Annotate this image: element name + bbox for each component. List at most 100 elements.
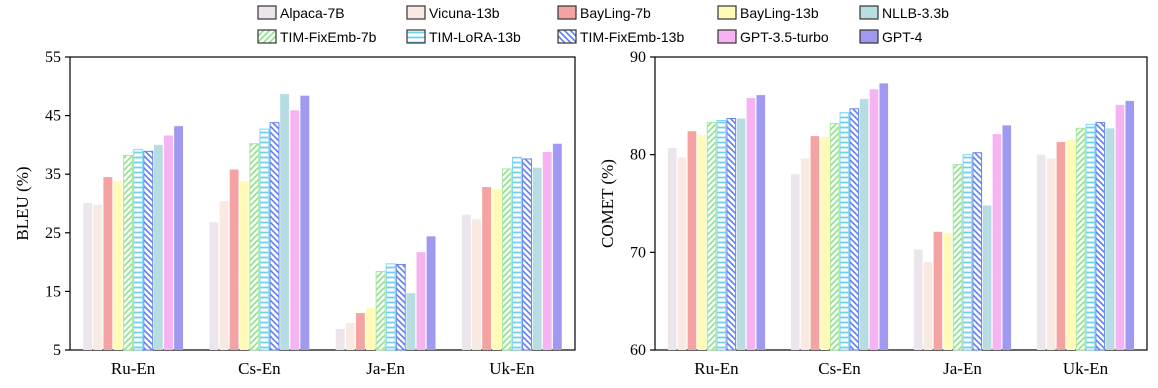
x-tick-label: Ru-En (694, 359, 739, 378)
x-tick-label: Ru-En (111, 359, 156, 378)
bleu-panel: 5 15 25 35 45 55 BLEU (%) Ru-En Cs-En Ja-En Uk-En (13, 49, 576, 378)
bar-tim-fixemb-13b-ja-en (972, 152, 983, 351)
legend-label-alpaca-7b: Alpaca-7B (280, 5, 345, 21)
bar-alpaca-7b-ru-en (667, 147, 677, 350)
bar-bayling-13b-uk-en (492, 189, 502, 350)
bar-gpt-4-cs-en (879, 83, 889, 351)
bar-vicuna-13b-cs-en (800, 158, 810, 350)
x-tick-label: Uk-En (489, 359, 535, 378)
bar-gpt-3-5-turbo-ja-en (416, 252, 426, 350)
bar-tim-fixemb-7b-cs-en (249, 143, 260, 351)
y-tick-label: 55 (45, 49, 61, 66)
y-tick-label: 60 (630, 342, 646, 359)
bar-alpaca-7b-uk-en (1036, 154, 1046, 350)
x-tick-label: Cs-En (818, 359, 861, 378)
x-tick-label: Ja-En (366, 359, 405, 378)
legend-swatch-bayling-13b (717, 5, 737, 20)
bar-gpt-3-5-turbo-ru-en (746, 98, 756, 351)
bar-vicuna-13b-cs-en (219, 201, 229, 350)
bar-nllb-3-3b-cs-en (280, 93, 290, 350)
bar-tim-fixemb-13b-ja-en (395, 263, 406, 351)
bar-nllb-3-3b-ja-en (406, 293, 416, 350)
legend-label-gpt-4: GPT-4 (882, 29, 923, 45)
y-tick-label: 15 (45, 283, 61, 300)
bar-tim-fixemb-13b-uk-en (1095, 121, 1106, 351)
y-axis-label: BLEU (%) (13, 166, 32, 240)
bar-tim-fixemb-7b-ru-en (706, 121, 717, 351)
legend-swatch-tim-fixemb-7b (257, 29, 277, 44)
bar-tim-fixemb-7b-ja-en (375, 270, 386, 351)
y-tick-label: 80 (630, 147, 646, 164)
bar-alpaca-7b-ja-en (335, 328, 345, 350)
bar-tim-lora-13b-cs-en (259, 128, 270, 351)
bar-tim-lora-13b-ru-en (133, 149, 144, 351)
bar-gpt-4-uk-en (1125, 100, 1135, 350)
bar-vicuna-13b-ja-en (923, 262, 933, 350)
bar-bayling-13b-cs-en (820, 137, 830, 350)
bar-tim-lora-13b-uk-en (511, 156, 522, 351)
bar-vicuna-13b-ja-en (345, 323, 355, 350)
bar-tim-fixemb-13b-uk-en (522, 158, 532, 351)
bar-tim-lora-13b-uk-en (1085, 123, 1096, 351)
legend-label-bayling-7b: BayLing-7b (580, 5, 651, 21)
legend-swatch-gpt-3-5-turbo (717, 29, 737, 44)
bar-bayling-7b-cs-en (810, 136, 820, 350)
y-tick-label: 70 (630, 244, 646, 261)
bar-gpt-3-5-turbo-uk-en (542, 151, 552, 350)
x-tick-label: Uk-En (1063, 359, 1109, 378)
bar-bayling-13b-ru-en (113, 181, 123, 350)
bar-tim-fixemb-7b-ja-en (952, 163, 963, 351)
legend-swatch-alpaca-7b (257, 5, 277, 20)
bar-bayling-13b-ja-en (366, 307, 375, 350)
legend-label-nllb-3-3b: NLLB-3.3b (882, 5, 949, 21)
legend-swatch-bayling-7b (557, 5, 577, 20)
legend-swatch-gpt-4 (859, 29, 879, 44)
bar-gpt-4-ru-en (174, 126, 184, 350)
bar-alpaca-7b-cs-en (209, 222, 219, 350)
bar-nllb-3-3b-cs-en (859, 98, 869, 350)
bar-bayling-13b-uk-en (1066, 140, 1076, 350)
bar-alpaca-7b-ja-en (913, 249, 923, 350)
legend-label-tim-fixemb-7b: TIM-FixEmb-7b (280, 29, 377, 45)
legend-label-vicuna-13b: Vicuna-13b (429, 5, 500, 21)
x-tick-label: Ja-En (943, 359, 982, 378)
legend-label-tim-fixemb-13b: TIM-FixEmb-13b (580, 29, 684, 45)
bar-tim-fixemb-13b-cs-en (849, 108, 860, 351)
bar-bayling-7b-cs-en (229, 169, 239, 350)
bar-tim-lora-13b-ja-en (962, 154, 973, 351)
bar-bayling-13b-cs-en (239, 181, 249, 350)
bar-bayling-7b-ru-en (103, 177, 113, 350)
bar-vicuna-13b-ru-en (93, 204, 103, 350)
bar-nllb-3-3b-uk-en (1105, 128, 1115, 350)
bar-tim-lora-13b-cs-en (839, 112, 850, 351)
y-tick-label: 45 (45, 108, 61, 125)
bar-gpt-3-5-turbo-uk-en (1115, 104, 1125, 351)
y-axis-label: COMET (%) (598, 159, 617, 248)
bar-bayling-7b-ja-en (933, 231, 943, 350)
y-tick-label: 90 (630, 49, 646, 66)
bar-gpt-4-cs-en (300, 95, 310, 351)
legend: Alpaca-7B Vicuna-13b BayLing-7b BayLing-13b… (257, 5, 949, 45)
comet-panel: 60 70 80 90 COMET (%) Ru-En Cs-En Ja-En Uk-En (598, 49, 1148, 378)
bar-tim-fixemb-7b-ru-en (123, 154, 134, 351)
bar-nllb-3-3b-ja-en (982, 205, 992, 350)
bar-gpt-3-5-turbo-cs-en (869, 89, 879, 350)
bar-vicuna-13b-uk-en (472, 219, 481, 350)
bar-nllb-3-3b-ru-en (736, 118, 746, 350)
legend-swatch-tim-lora-13b (406, 29, 426, 44)
legend-swatch-vicuna-13b (406, 5, 426, 20)
legend-swatch-nllb-3-3b (859, 5, 879, 20)
bar-alpaca-7b-uk-en (461, 214, 471, 350)
legend-swatch-tim-fixemb-13b (557, 29, 577, 44)
bar-gpt-4-ja-en (426, 236, 436, 350)
bar-tim-fixemb-7b-uk-en (501, 168, 512, 351)
y-tick-label: 5 (53, 342, 61, 359)
bar-gpt-4-ru-en (756, 95, 766, 350)
bar-bayling-7b-ru-en (687, 131, 697, 350)
bar-tim-lora-13b-ru-en (716, 119, 727, 351)
bar-gpt-3-5-turbo-cs-en (290, 110, 300, 351)
y-tick-label: 35 (45, 166, 61, 183)
bar-tim-fixemb-13b-ru-en (143, 150, 154, 351)
